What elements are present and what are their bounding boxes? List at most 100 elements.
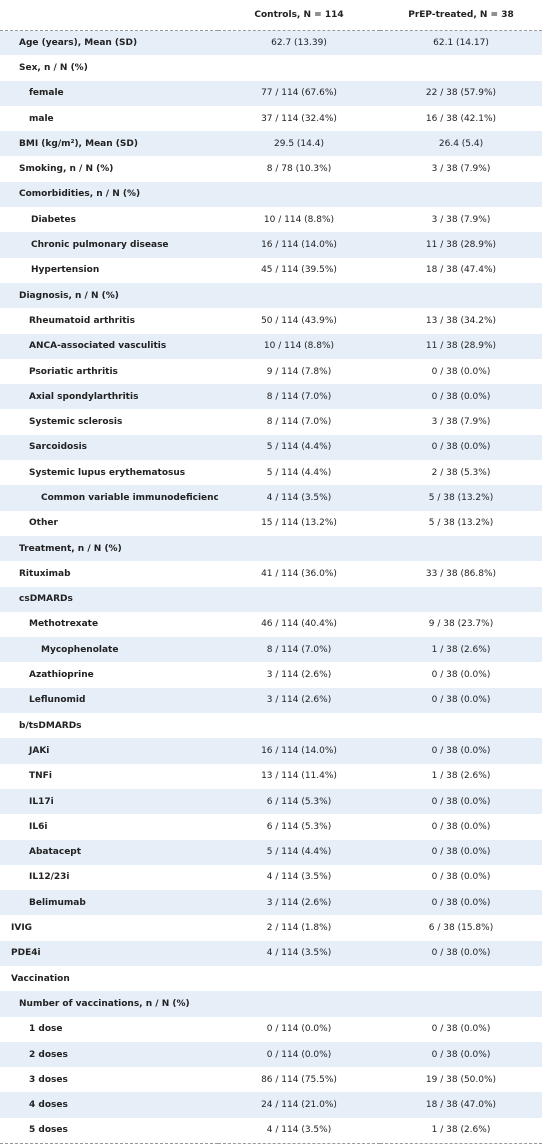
table-row: 3 doses 86 / 114 (75.5%) 19 / 38 (50.0%): [0, 1067, 542, 1092]
table-row: b/tsDMARDs: [0, 713, 542, 738]
controls-value: 5 / 114 (4.4%): [266, 467, 332, 478]
prep-treated-value: [380, 282, 542, 309]
prep-treated-value: 62.1 (14.17): [380, 30, 542, 56]
table-row: IL6i 6 / 114 (5.3%) 0 / 38 (0.0%): [0, 814, 542, 839]
controls-value: [218, 282, 380, 309]
row-label: Comorbidities, n / N (%): [0, 181, 218, 208]
table-row: Chronic pulmonary disease 16 / 114 (14.0%…: [0, 232, 542, 258]
table-row: IL12/23i 4 / 114 (3.5%) 0 / 38 (0.0%): [0, 865, 542, 890]
row-label: Systemic sclerosis: [29, 417, 123, 428]
prep-treated-value: 19 / 38 (50.0%): [425, 1074, 497, 1085]
header-row: Controls, N = 114 PrEP-treated, N = 38: [0, 0, 542, 31]
row-label: csDMARDs: [0, 586, 218, 612]
row-label: Vaccination: [11, 973, 70, 984]
table-row: Systemic sclerosis 8 / 114 (7.0%) 3 / 38 (…: [0, 409, 542, 434]
controls-value: 3 / 114 (2.6%): [218, 687, 380, 714]
row-label: b/tsDMARDs: [19, 720, 82, 731]
row-label: PDE4i: [0, 940, 218, 966]
prep-treated-value: 0 / 38 (0.0%): [380, 839, 542, 865]
controls-value: 3 / 114 (2.6%): [218, 890, 380, 916]
table-body: Age (years), Mean (SD) 62.7 (13.39) 62.1 (…: [0, 30, 542, 1143]
row-label: BMI (kg/m²), Mean (SD): [0, 131, 218, 157]
row-label: IL12/23i: [29, 872, 70, 883]
row-label: Leflunomid: [0, 687, 218, 714]
table-row: PDE4i 4 / 114 (3.5%) 0 / 38 (0.0%): [0, 940, 542, 966]
controls-value: 5 / 114 (4.4%): [218, 434, 380, 461]
table-row: Treatment, n / N (%): [0, 535, 542, 562]
table-row: Number of vaccinations, n / N (%): [0, 991, 542, 1017]
prep-treated-value: [380, 991, 542, 1017]
row-label: Belimumab: [0, 890, 218, 916]
table-row: Rituximab 41 / 114 (36.0%) 33 / 38 (86.8%): [0, 561, 542, 586]
row-label: 4 doses: [0, 1092, 218, 1118]
table-row: Common variable immunodeficiency 4 / 114 …: [0, 485, 542, 511]
prep-treated-value: [380, 535, 542, 562]
controls-value: 0 / 114 (0.0%): [266, 1024, 332, 1035]
table-row: 4 doses 24 / 114 (21.0%) 18 / 38 (47.0%): [0, 1092, 542, 1118]
row-label: Rheumatoid arthritis: [29, 315, 135, 326]
table-row: Systemic lupus erythematosus 5 / 114 (4.4…: [0, 460, 542, 485]
table-row: Leflunomid 3 / 114 (2.6%) 0 / 38 (0.0%): [0, 687, 542, 714]
table-row: BMI (kg/m²), Mean (SD) 29.5 (14.4) 26.4 (5…: [0, 131, 542, 157]
row-label: Psoriatic arthritis: [29, 366, 118, 377]
controls-value: 3 / 114 (2.6%): [266, 670, 332, 681]
prep-treated-value: 0 / 38 (0.0%): [380, 738, 542, 764]
table-row: 2 doses 0 / 114 (0.0%) 0 / 38 (0.0%): [0, 1041, 542, 1068]
prep-treated-value: 22 / 38 (57.9%): [380, 80, 542, 106]
controls-value: [218, 966, 380, 991]
table-row: Axial spondylarthritis 8 / 114 (7.0%) 0 / …: [0, 384, 542, 410]
controls-value: 62.7 (13.39): [218, 30, 380, 56]
prep-treated-value: [380, 713, 542, 738]
row-label: TNFi: [29, 771, 52, 782]
prep-treated-value: 0 / 38 (0.0%): [380, 940, 542, 966]
row-label: Systemic lupus erythematosus: [29, 467, 186, 478]
table-row: Smoking, n / N (%) 8 / 78 (10.3%) 3 / 38 (…: [0, 156, 542, 181]
row-label: JAKi: [0, 738, 218, 764]
controls-value: 8 / 114 (7.0%): [218, 637, 380, 663]
controls-value: [218, 713, 380, 738]
row-label: Other: [29, 518, 58, 529]
table-row: Psoriatic arthritis 9 / 114 (7.8%) 0 / 38 …: [0, 359, 542, 384]
row-label: Smoking, n / N (%): [19, 164, 114, 175]
table-row: Diabetes 10 / 114 (8.8%) 3 / 38 (7.9%): [0, 207, 542, 232]
table-row: Rheumatoid arthritis 50 / 114 (43.9%) 13 /…: [0, 308, 542, 333]
prep-treated-value: [380, 181, 542, 208]
controls-value: 16 / 114 (14.0%): [218, 738, 380, 764]
controls-value: 6 / 114 (5.3%): [218, 788, 380, 815]
controls-value: [218, 181, 380, 208]
row-label: Chronic pulmonary disease: [0, 232, 218, 258]
table-row: TNFi 13 / 114 (11.4%) 1 / 38 (2.6%): [0, 764, 542, 789]
prep-treated-value: 11 / 38 (28.9%): [380, 232, 542, 258]
controls-value: 4 / 114 (3.5%): [218, 940, 380, 966]
controls-value: 4 / 114 (3.5%): [266, 872, 332, 883]
prep-treated-value: 33 / 38 (86.8%): [425, 568, 497, 579]
prep-treated-value: 5 / 38 (13.2%): [380, 485, 542, 511]
row-label: IVIG: [11, 923, 33, 934]
prep-treated-value: 9 / 38 (23.7%): [428, 619, 494, 630]
table-row: 1 dose 0 / 114 (0.0%) 0 / 38 (0.0%): [0, 1017, 542, 1042]
controls-value: [218, 586, 380, 612]
controls-value: 10 / 114 (8.8%): [218, 333, 380, 359]
prep-treated-value: 0 / 38 (0.0%): [431, 1024, 491, 1035]
controls-value: 29.5 (14.4): [218, 131, 380, 157]
prep-treated-value: 0 / 38 (0.0%): [380, 434, 542, 461]
controls-value: 4 / 114 (3.5%): [266, 1125, 332, 1136]
table-row: Methotrexate 46 / 114 (40.4%) 9 / 38 (23.7…: [0, 612, 542, 637]
row-label: Abatacept: [0, 839, 218, 865]
controls-value: 45 / 114 (39.5%): [261, 265, 337, 276]
row-label: Methotrexate: [29, 619, 99, 630]
prep-treated-value: 1 / 38 (2.6%): [431, 771, 491, 782]
row-label: Sarcoidosis: [0, 434, 218, 461]
row-label: Rituximab: [19, 568, 71, 579]
row-label: Common variable immunodeficiency: [0, 485, 218, 511]
table-header: Controls, N = 114 PrEP-treated, N = 38: [0, 0, 542, 31]
prep-treated-value: 1 / 38 (2.6%): [431, 1125, 491, 1136]
table-row: JAKi 16 / 114 (14.0%) 0 / 38 (0.0%): [0, 738, 542, 764]
table-row: male 37 / 114 (32.4%) 16 / 38 (42.1%): [0, 106, 542, 131]
prep-treated-value: 0 / 38 (0.0%): [431, 872, 491, 883]
table-row: Sarcoidosis 5 / 114 (4.4%) 0 / 38 (0.0%): [0, 434, 542, 461]
table-row: ANCA-associated vasculitis 10 / 114 (8.8%…: [0, 333, 542, 359]
prep-treated-value: 1 / 38 (2.6%): [380, 637, 542, 663]
row-label: Axial spondylarthritis: [0, 384, 218, 410]
